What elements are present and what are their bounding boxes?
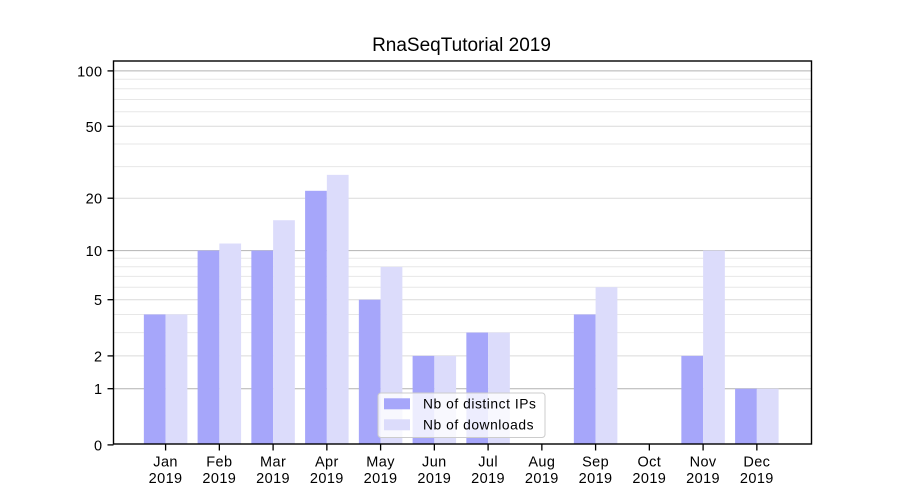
svg-text:2019: 2019 — [417, 471, 451, 487]
svg-text:2019: 2019 — [310, 471, 344, 487]
svg-text:50: 50 — [86, 120, 103, 136]
svg-text:Mar: Mar — [260, 455, 286, 471]
svg-text:Nb of downloads: Nb of downloads — [423, 417, 534, 432]
svg-text:RnaSeqTutorial 2019: RnaSeqTutorial 2019 — [372, 35, 551, 56]
svg-text:0: 0 — [94, 438, 102, 454]
svg-text:2019: 2019 — [202, 471, 236, 487]
svg-text:2019: 2019 — [579, 471, 613, 487]
svg-text:Aug: Aug — [528, 455, 555, 471]
svg-text:5: 5 — [94, 293, 102, 309]
svg-text:Oct: Oct — [637, 455, 661, 471]
svg-text:Dec: Dec — [743, 455, 770, 471]
svg-text:2: 2 — [94, 349, 102, 365]
svg-text:10: 10 — [86, 244, 103, 260]
svg-text:2019: 2019 — [256, 471, 290, 487]
svg-text:Jan: Jan — [153, 455, 178, 471]
svg-text:100: 100 — [77, 64, 102, 80]
svg-text:Jun: Jun — [422, 455, 447, 471]
svg-text:2019: 2019 — [149, 471, 183, 487]
svg-text:20: 20 — [86, 192, 103, 208]
svg-text:Nov: Nov — [690, 455, 717, 471]
svg-text:Jul: Jul — [478, 455, 498, 471]
svg-text:2019: 2019 — [471, 471, 505, 487]
svg-text:1: 1 — [94, 382, 102, 398]
svg-text:May: May — [366, 455, 395, 471]
svg-text:Apr: Apr — [315, 455, 339, 471]
svg-text:Nb of distinct IPs: Nb of distinct IPs — [423, 396, 536, 411]
svg-text:Feb: Feb — [206, 455, 232, 471]
svg-text:2019: 2019 — [740, 471, 774, 487]
svg-text:2019: 2019 — [364, 471, 398, 487]
svg-text:2019: 2019 — [632, 471, 666, 487]
svg-text:2019: 2019 — [525, 471, 559, 487]
svg-text:Sep: Sep — [582, 455, 609, 471]
svg-text:2019: 2019 — [686, 471, 720, 487]
